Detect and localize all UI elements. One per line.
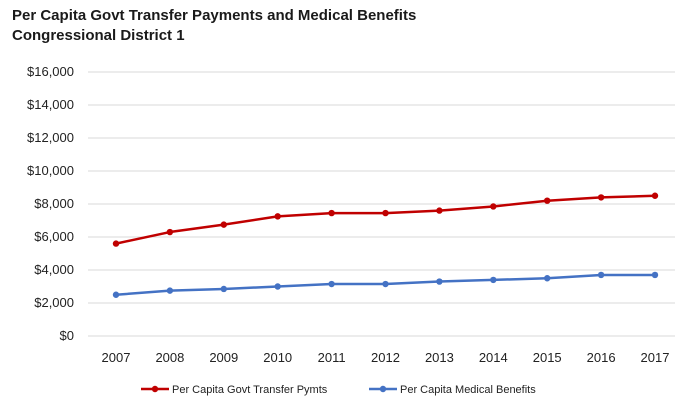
x-tick-label: 2016 [587,350,616,365]
y-tick-label: $10,000 [27,163,74,178]
data-point [328,209,335,217]
gridlines [88,71,675,337]
data-point [490,203,497,210]
y-tick-label: $6,000 [34,229,74,244]
y-tick-label: $0 [60,328,74,343]
chart-title: Per Capita Govt Transfer Payments and Me… [12,7,417,24]
legend: Per Capita Govt Transfer Pymts Per Capita… [141,384,536,396]
data-point [651,192,659,199]
data-point [382,280,389,288]
x-tick-label: 2012 [371,350,400,365]
y-tick-label: $12,000 [27,130,74,145]
data-point [382,209,389,217]
data-point [651,271,659,279]
y-tick-label: $16,000 [27,64,74,79]
chart-subtitle: Congressional District 1 [12,27,185,44]
series-1 [112,192,659,247]
x-tick-label: 2011 [318,350,346,365]
data-point [112,240,120,247]
data-point [274,283,281,290]
x-tick-label: 2014 [479,350,508,365]
x-tick-label: 2009 [209,350,238,365]
data-point [544,197,551,204]
data-point [597,271,605,279]
legend-label: Per Capita Govt Transfer Pymts [172,384,328,396]
x-axis: 2007 2008 2009 2010 2011 2012 2013 2014 2015 2016… [102,350,670,365]
legend-label: Per Capita Medical Benefits [400,384,536,396]
x-tick-label: 2013 [425,350,454,365]
series-line [115,194,656,245]
y-tick-label: $4,000 [34,262,74,277]
legend-item: Per Capita Medical Benefits [369,384,536,396]
data-point [544,275,551,282]
data-point [220,221,227,228]
data-point [112,291,120,298]
data-point [274,213,281,220]
x-tick-label: 2017 [641,350,670,365]
data-point [436,207,443,214]
chart-title-block: Per Capita Govt Transfer Payments and Me… [12,6,416,46]
data-point [166,287,174,294]
series-2 [112,271,659,298]
x-tick-label: 2015 [533,350,562,365]
y-tick-label: $2,000 [34,295,74,310]
legend-item: Per Capita Govt Transfer Pymts [141,384,328,396]
y-tick-label: $8,000 [34,196,74,211]
legend-marker [379,385,387,393]
x-tick-label: 2010 [263,350,292,365]
data-point [220,285,227,293]
data-point [490,276,497,284]
y-axis: $0 $2,000 $4,000 $6,000 $8,000 $10,000 $12,000… [27,64,74,343]
y-tick-label: $14,000 [27,97,74,112]
data-point [328,280,335,288]
legend-marker [151,385,159,393]
x-tick-label: 2008 [155,350,184,365]
data-point [436,278,443,285]
x-tick-label: 2007 [102,350,131,365]
data-point [166,228,174,236]
data-point [597,194,605,201]
series-layer [112,192,659,298]
